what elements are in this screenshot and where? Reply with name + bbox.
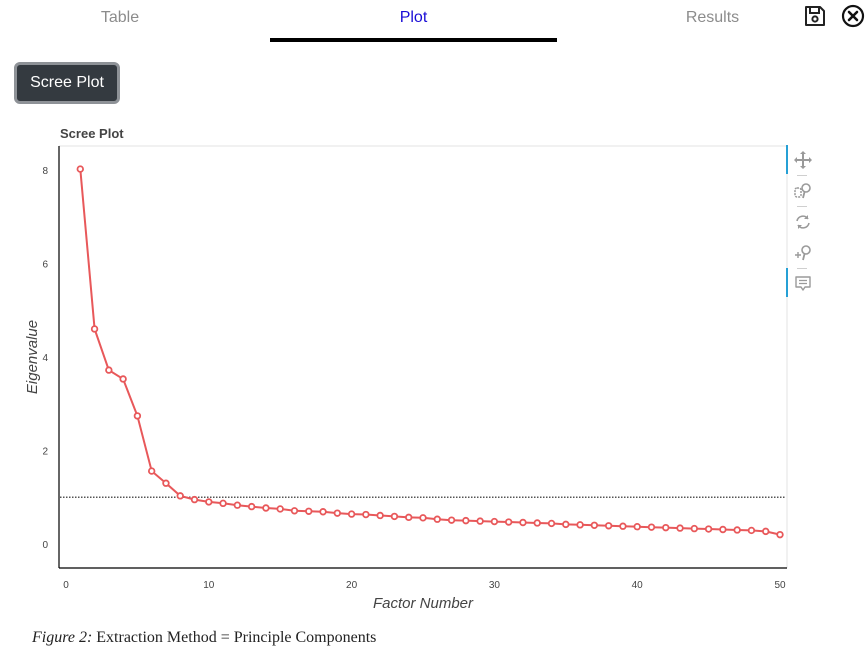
data-point[interactable] — [547, 519, 556, 528]
y-axis-label: Eigenvalue — [24, 320, 41, 394]
data-point[interactable] — [376, 511, 384, 520]
data-point[interactable] — [776, 530, 784, 539]
data-point[interactable] — [333, 509, 342, 517]
data-point[interactable] — [290, 507, 299, 515]
data-point[interactable] — [633, 523, 641, 531]
reset-icon[interactable] — [794, 213, 812, 231]
plot-title: Scree Plot — [60, 126, 124, 141]
data-point[interactable] — [433, 515, 441, 523]
figure-caption-text: Extraction Method = Principle Components — [92, 629, 377, 646]
data-point[interactable] — [533, 519, 541, 527]
x-tick-label: 20 — [346, 580, 358, 591]
scree-plot-chart[interactable]: 0 2 4 6 8 0 10 20 30 40 50 Factor Number Eigenvalue — [0, 140, 800, 620]
data-point[interactable] — [205, 498, 213, 506]
data-point[interactable] — [462, 516, 470, 525]
data-point[interactable] — [476, 517, 484, 525]
save-icon[interactable] — [803, 4, 827, 28]
y-tick-label: 6 — [42, 260, 48, 271]
data-point[interactable] — [362, 510, 370, 519]
data-point[interactable] — [276, 505, 284, 513]
data-point[interactable] — [247, 502, 256, 511]
data-point[interactable] — [576, 521, 584, 529]
data-point[interactable] — [604, 522, 613, 530]
data-point[interactable] — [219, 499, 227, 508]
y-tick-label: 4 — [42, 353, 48, 364]
hover-tooltip-icon[interactable] — [794, 275, 812, 293]
figure-label: Figure 2: — [32, 629, 93, 646]
data-point[interactable] — [619, 522, 627, 530]
tab-bar: Table Plot Results — [0, 0, 867, 44]
data-point[interactable] — [519, 518, 527, 527]
data-point[interactable] — [719, 525, 727, 534]
x-axis-label: Factor Number — [373, 595, 474, 612]
data-point[interactable] — [704, 525, 713, 533]
active-tab-indicator — [270, 38, 557, 42]
data-point[interactable] — [590, 521, 599, 529]
data-point[interactable] — [676, 524, 684, 532]
toolbar-separator — [797, 206, 807, 207]
data-point[interactable] — [105, 366, 113, 374]
data-point[interactable] — [347, 510, 356, 518]
data-point[interactable] — [733, 526, 741, 534]
tab-results[interactable]: Results — [685, 9, 740, 26]
data-point[interactable] — [233, 501, 242, 509]
data-point[interactable] — [90, 325, 99, 333]
data-point[interactable] — [405, 513, 413, 522]
data-point[interactable] — [390, 512, 399, 521]
plot-toolbar — [786, 145, 818, 300]
toolbar-active-marker — [786, 268, 788, 297]
x-tick-label: 40 — [632, 580, 644, 591]
data-point[interactable] — [762, 527, 770, 536]
data-point[interactable] — [662, 523, 670, 532]
x-tick-label: 0 — [63, 580, 69, 591]
data-point[interactable] — [419, 514, 427, 522]
data-point[interactable] — [133, 412, 142, 420]
x-tick-label: 30 — [489, 580, 501, 591]
toolbar-separator — [797, 175, 807, 176]
data-point[interactable] — [305, 507, 313, 515]
box-zoom-icon[interactable] — [794, 182, 812, 200]
data-point[interactable] — [147, 467, 156, 475]
data-point[interactable] — [319, 508, 327, 516]
data-point[interactable] — [190, 495, 199, 504]
data-point[interactable] — [76, 165, 84, 173]
x-tick-label: 50 — [774, 580, 786, 591]
data-point[interactable] — [504, 518, 513, 526]
close-circle-icon[interactable] — [841, 4, 865, 28]
data-point[interactable] — [747, 526, 756, 535]
scree-plot-button[interactable]: Scree Plot — [14, 62, 120, 104]
data-point[interactable] — [490, 517, 499, 526]
data-point[interactable] — [447, 516, 456, 524]
data-point[interactable] — [262, 504, 270, 512]
figure-caption: Figure 2: Extraction Method = Principle … — [32, 629, 376, 647]
tab-table[interactable]: Table — [100, 9, 140, 26]
toolbar-active-marker — [786, 145, 788, 174]
data-point[interactable] — [162, 479, 170, 487]
y-tick-label: 0 — [42, 540, 48, 551]
data-point[interactable] — [647, 523, 656, 531]
data-point[interactable] — [176, 492, 184, 500]
y-tick-label: 8 — [42, 166, 48, 177]
pan-icon[interactable] — [794, 151, 812, 169]
data-point[interactable] — [690, 524, 699, 533]
eigenvalue-line — [79, 169, 781, 536]
x-tick-label: 10 — [203, 580, 215, 591]
toolbar-separator — [797, 268, 807, 269]
data-point[interactable] — [119, 375, 127, 383]
y-tick-label: 2 — [42, 447, 48, 458]
wheel-zoom-icon[interactable] — [794, 244, 812, 262]
tab-plot[interactable]: Plot — [399, 9, 428, 26]
data-point[interactable] — [562, 520, 570, 529]
